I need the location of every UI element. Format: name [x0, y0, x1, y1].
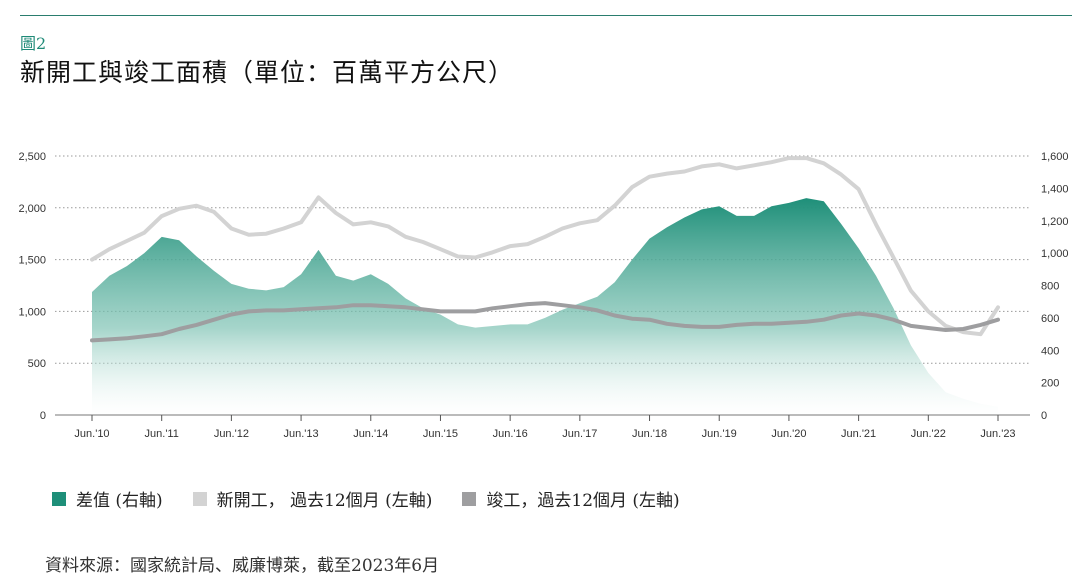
legend-swatch-completions: [462, 491, 477, 506]
x-axis-tick-label: Jun.'10: [74, 428, 109, 440]
left-axis-tick-label: 2,500: [18, 151, 46, 163]
right-axis-tick-label: 1,000: [1041, 248, 1069, 260]
legend-item-completions: 竣工，過去12個月 (左軸): [462, 486, 680, 511]
figure-label: 圖2: [20, 34, 47, 53]
top-rule: [20, 15, 1072, 16]
x-axis-tick-label: Jun.'21: [841, 428, 876, 440]
x-axis-tick-label: Jun.'22: [911, 428, 946, 440]
legend-swatch-diff: [52, 491, 66, 506]
legend-label-completions: 竣工，過去12個月 (左軸): [486, 491, 680, 511]
left-axis-tick-label: 500: [28, 358, 46, 370]
left-axis-tick-label: 1,500: [18, 255, 46, 267]
x-axis-tick-label: Jun.'15: [423, 428, 458, 440]
right-axis-tick-label: 1,400: [1041, 183, 1069, 195]
chart-title: 新開工與竣工面積（單位：百萬平方公尺）: [20, 58, 515, 87]
legend-item-diff: 差值 (右軸): [52, 486, 163, 511]
x-axis-tick-label: Jun.'13: [284, 428, 319, 440]
right-axis-tick-label: 0: [1041, 410, 1047, 422]
chart-area: 0 500 1,000 1,500 2,000 2,500 0 200 400 600 800 1,0…: [18, 151, 1069, 440]
right-axis-tick-label: 800: [1041, 281, 1059, 293]
x-axis-tick-label: Jun.'11: [145, 428, 179, 440]
legend-label-diff: 差值 (右軸): [76, 491, 163, 511]
x-axis-tick-label: Jun.'14: [353, 428, 388, 440]
left-axis-tick-label: 0: [40, 410, 46, 422]
series-line-new-starts: [90, 156, 1000, 337]
x-axis-tick-label: Jun.'23: [980, 428, 1015, 440]
right-axis-tick-label: 600: [1041, 313, 1059, 325]
x-axis-tick-label: Jun.'12: [214, 428, 249, 440]
legend: 差值 (右軸) 新開工， 過去12個月 (左軸) 竣工，過去12個月 (左軸): [52, 486, 710, 511]
x-axis-tick-label: Jun.'19: [702, 428, 737, 440]
legend-swatch-new-starts: [192, 491, 207, 506]
x-axis-tick-label: Jun.'16: [493, 428, 528, 440]
right-axis-tick-label: 1,200: [1041, 216, 1069, 228]
x-axis-tick-label: Jun.'20: [771, 428, 806, 440]
right-axis-tick-label: 400: [1041, 345, 1059, 357]
series-area-diff: [92, 198, 998, 415]
left-axis-tick-label: 1,000: [18, 306, 46, 318]
x-axis-tick-label: Jun.'18: [632, 428, 667, 440]
series-line-completions: [90, 301, 1000, 343]
x-axis-tick-label: Jun.'17: [562, 428, 597, 440]
right-axis-tick-label: 200: [1041, 378, 1059, 390]
source-note: 資料來源：國家統計局、威廉博萊，截至2023年6月: [45, 556, 440, 576]
left-axis-tick-label: 2,000: [18, 203, 46, 215]
legend-label-new-starts: 新開工， 過去12個月 (左軸): [216, 491, 433, 511]
right-axis-tick-label: 1,600: [1041, 151, 1069, 163]
legend-item-new-starts: 新開工， 過去12個月 (左軸): [192, 486, 433, 511]
